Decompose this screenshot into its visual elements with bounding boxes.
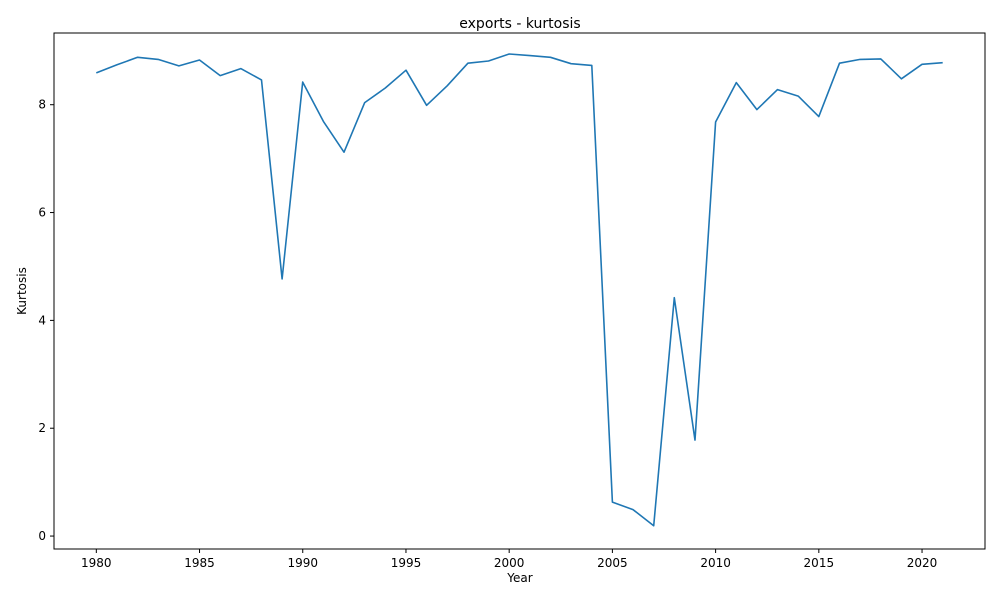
- x-tick-label: 1995: [391, 556, 422, 570]
- y-axis: 0 2 4 6 8: [38, 98, 54, 543]
- series-layer: [96, 53, 943, 527]
- series-line: [96, 53, 943, 527]
- y-tick-label: 8: [38, 98, 46, 112]
- x-tick-label: 2000: [494, 556, 525, 570]
- x-tick-label: 1990: [287, 556, 318, 570]
- x-axis-label: Year: [506, 571, 532, 585]
- y-axis-label: Kurtosis: [15, 267, 29, 315]
- x-tick-label: 1985: [184, 556, 215, 570]
- y-tick-label: 0: [38, 529, 46, 543]
- x-tick-label: 1980: [81, 556, 112, 570]
- x-axis: 1980 1985 1990 1995 2000 2005 2010 2015 2020: [81, 549, 937, 570]
- x-tick-label: 2005: [597, 556, 628, 570]
- x-tick-label: 2015: [804, 556, 835, 570]
- chart-title: exports - kurtosis: [459, 16, 580, 32]
- y-tick-label: 4: [38, 313, 46, 327]
- plot-area-frame: [53, 32, 986, 550]
- x-tick-label: 2010: [700, 556, 731, 570]
- y-tick-label: 2: [38, 421, 46, 435]
- x-tick-label: 2020: [907, 556, 938, 570]
- y-tick-label: 6: [38, 206, 46, 220]
